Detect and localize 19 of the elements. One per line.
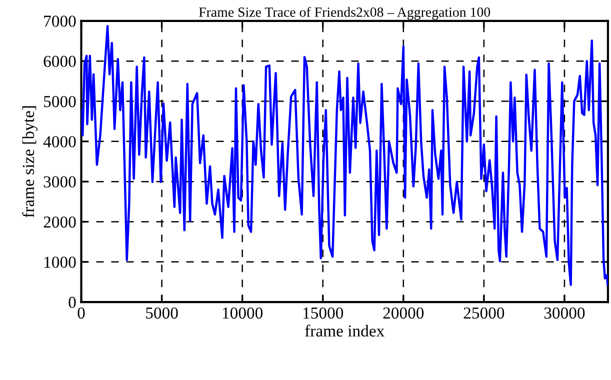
y-axis-title: frame size [byte]: [22, 106, 38, 218]
y-tick-label: 3000: [44, 176, 76, 188]
line-series: [81, 25, 608, 286]
y-tick-label: 6000: [44, 56, 76, 68]
y-tick-label: 1000: [44, 256, 76, 268]
x-tick-label: 0: [78, 307, 85, 319]
x-axis-title: frame index: [305, 324, 384, 337]
y-tick-label: 7000: [44, 16, 76, 27]
y-tick-label: 2000: [44, 216, 76, 228]
chart-title: Frame Size Trace of Friends2x08 – Aggregation 100: [198, 6, 490, 20]
x-tick-label: 25000: [464, 307, 504, 319]
x-tick-label: 15000: [303, 307, 344, 319]
x-tick-label: 5000: [146, 307, 178, 319]
y-tick-label: 4000: [43, 136, 76, 148]
y-tick-label: 0: [68, 296, 76, 308]
x-tick-label: 30000: [544, 307, 585, 319]
y-tick-label: 5000: [44, 96, 76, 108]
x-tick-label: 20000: [383, 307, 424, 319]
x-tick-label: 10000: [222, 307, 263, 319]
